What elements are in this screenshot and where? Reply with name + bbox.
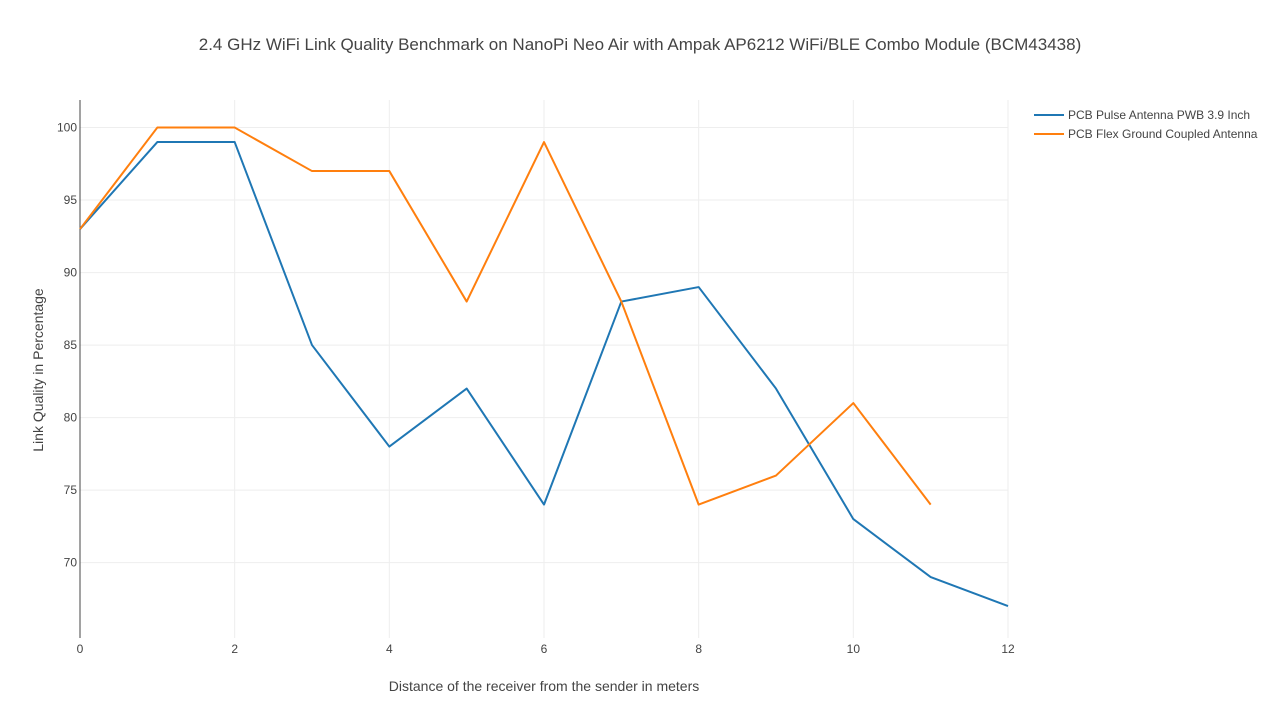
y-tick-label: 100 [57,121,77,135]
legend-item-pcb-flex-antenna[interactable]: PCB Flex Ground Coupled Antenna [1034,127,1258,141]
legend-background [1025,102,1275,148]
series-lines [79,126,1009,608]
x-tick-label: 12 [1001,642,1015,656]
tick-labels: 0 2 4 6 8 10 12 70 75 80 85 90 95 100 [57,121,1015,656]
legend: PCB Pulse Antenna PWB 3.9 Inch PCB Flex … [1025,102,1275,148]
y-tick-label: 85 [64,338,78,352]
y-tick-label: 75 [64,483,78,497]
chart-title: 2.4 GHz WiFi Link Quality Benchmark on N… [199,35,1081,54]
y-tick-label: 80 [64,411,78,425]
series-line-1[interactable] [79,126,932,506]
x-tick-label: 4 [386,642,393,656]
y-tick-label: 70 [64,556,78,570]
x-tick-label: 0 [77,642,84,656]
legend-item-pcb-pulse-antenna[interactable]: PCB Pulse Antenna PWB 3.9 Inch [1034,108,1250,122]
series-line-0[interactable] [79,141,1009,608]
legend-label-pcb-flex-antenna: PCB Flex Ground Coupled Antenna [1068,127,1258,141]
x-tick-label: 2 [231,642,238,656]
y-axis-title: Link Quality in Percentage [30,288,46,452]
x-tick-label: 6 [541,642,548,656]
x-axis-title: Distance of the receiver from the sender… [389,678,699,694]
x-tick-label: 10 [847,642,861,656]
x-tick-label: 8 [695,642,702,656]
legend-label-pcb-pulse-antenna: PCB Pulse Antenna PWB 3.9 Inch [1068,108,1250,122]
y-tick-label: 95 [64,193,78,207]
grid [80,100,1009,638]
y-tick-label: 90 [64,266,78,280]
